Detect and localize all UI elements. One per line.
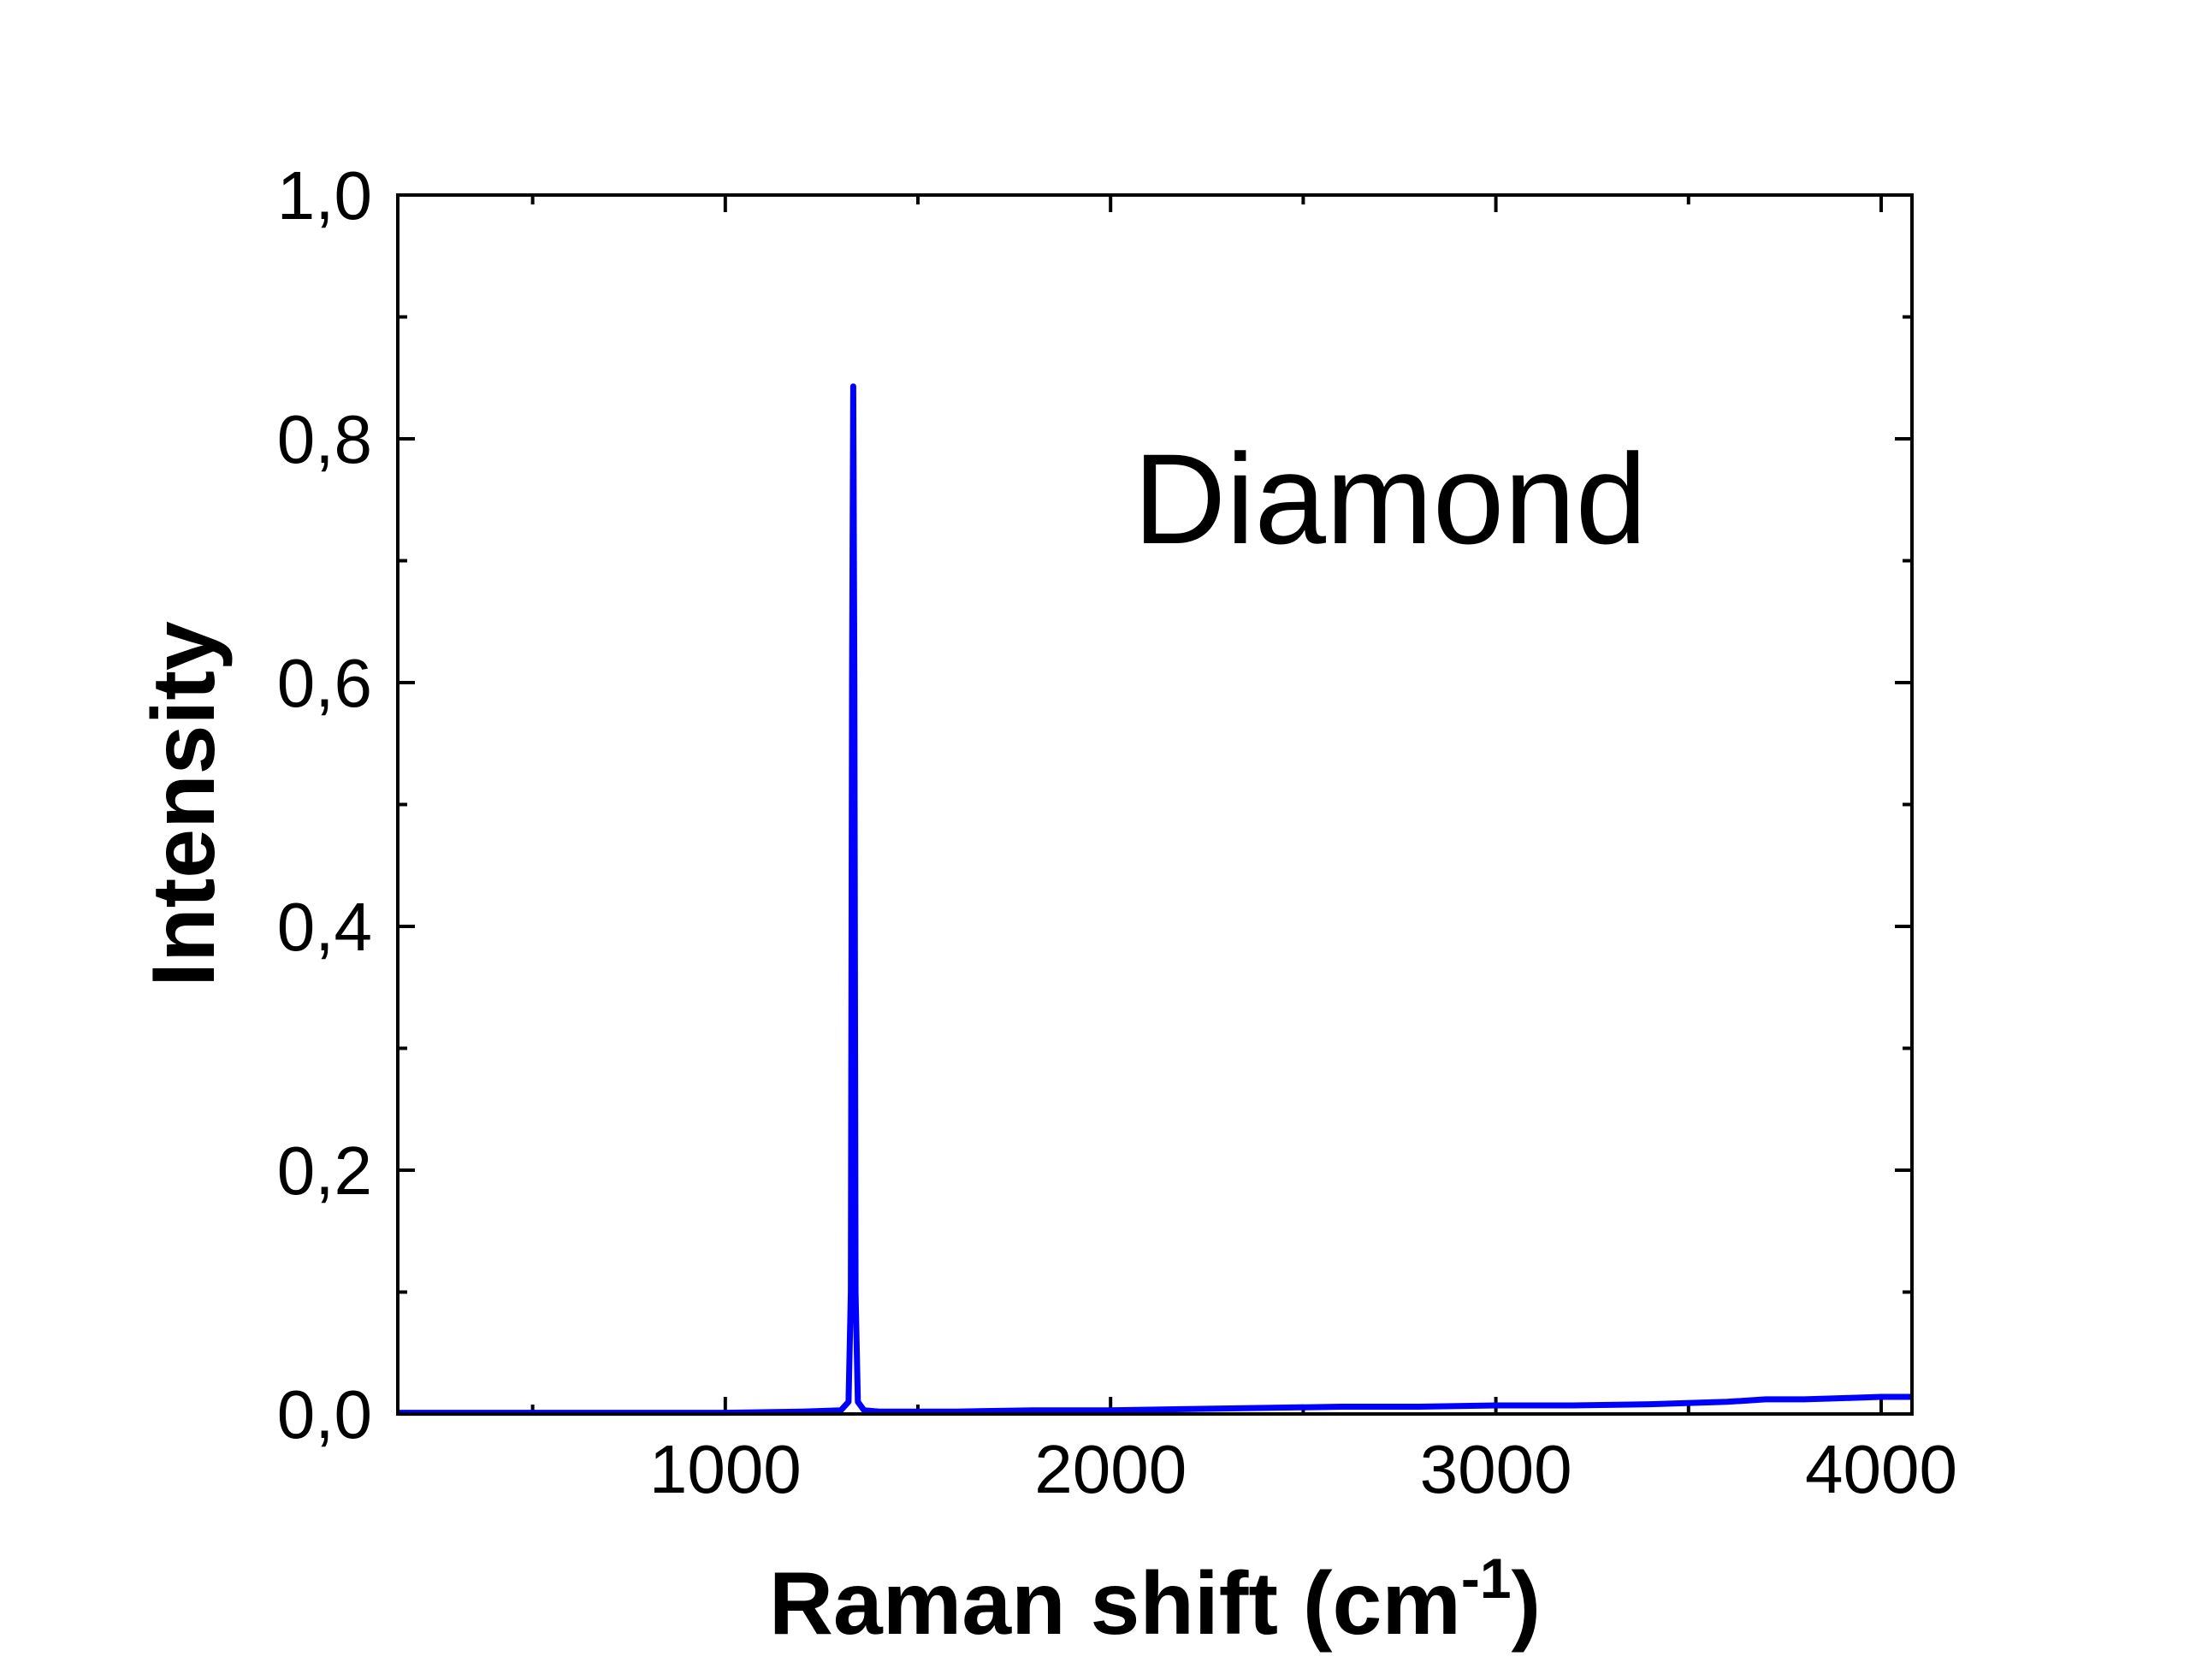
x-tick-label: 3000 [1420, 1431, 1572, 1507]
y-tick-label: 1,0 [277, 157, 372, 234]
tick-labels-layer: 1000 2000 3000 4000 0,0 0,2 0,4 0,6 0,8 1,0 [277, 157, 1957, 1507]
y-tick-label: 0,6 [277, 645, 372, 721]
y-tick-label: 0,4 [277, 889, 372, 965]
series-line-0 [398, 383, 1912, 1417]
x-axis-label-main: Raman shift (cm [769, 1554, 1461, 1653]
y-tick-label: 0,0 [277, 1376, 372, 1452]
y-axis-label: Intensity [134, 621, 234, 987]
x-axis-label: Raman shift (cm-1) [769, 1547, 1541, 1653]
plot-frame [396, 193, 1914, 1416]
x-tick-label: 4000 [1805, 1431, 1957, 1507]
series-layer [398, 383, 1912, 1417]
y-tick-label: 0,2 [277, 1133, 372, 1209]
annotation-diamond: Diamond [1133, 427, 1647, 571]
x-axis-label-suffix: ) [1512, 1554, 1542, 1653]
x-tick-label: 1000 [649, 1431, 802, 1507]
x-tick-label: 2000 [1034, 1431, 1187, 1507]
y-tick-label: 0,8 [277, 401, 372, 477]
x-axis-label-superscript: -1 [1461, 1547, 1512, 1610]
